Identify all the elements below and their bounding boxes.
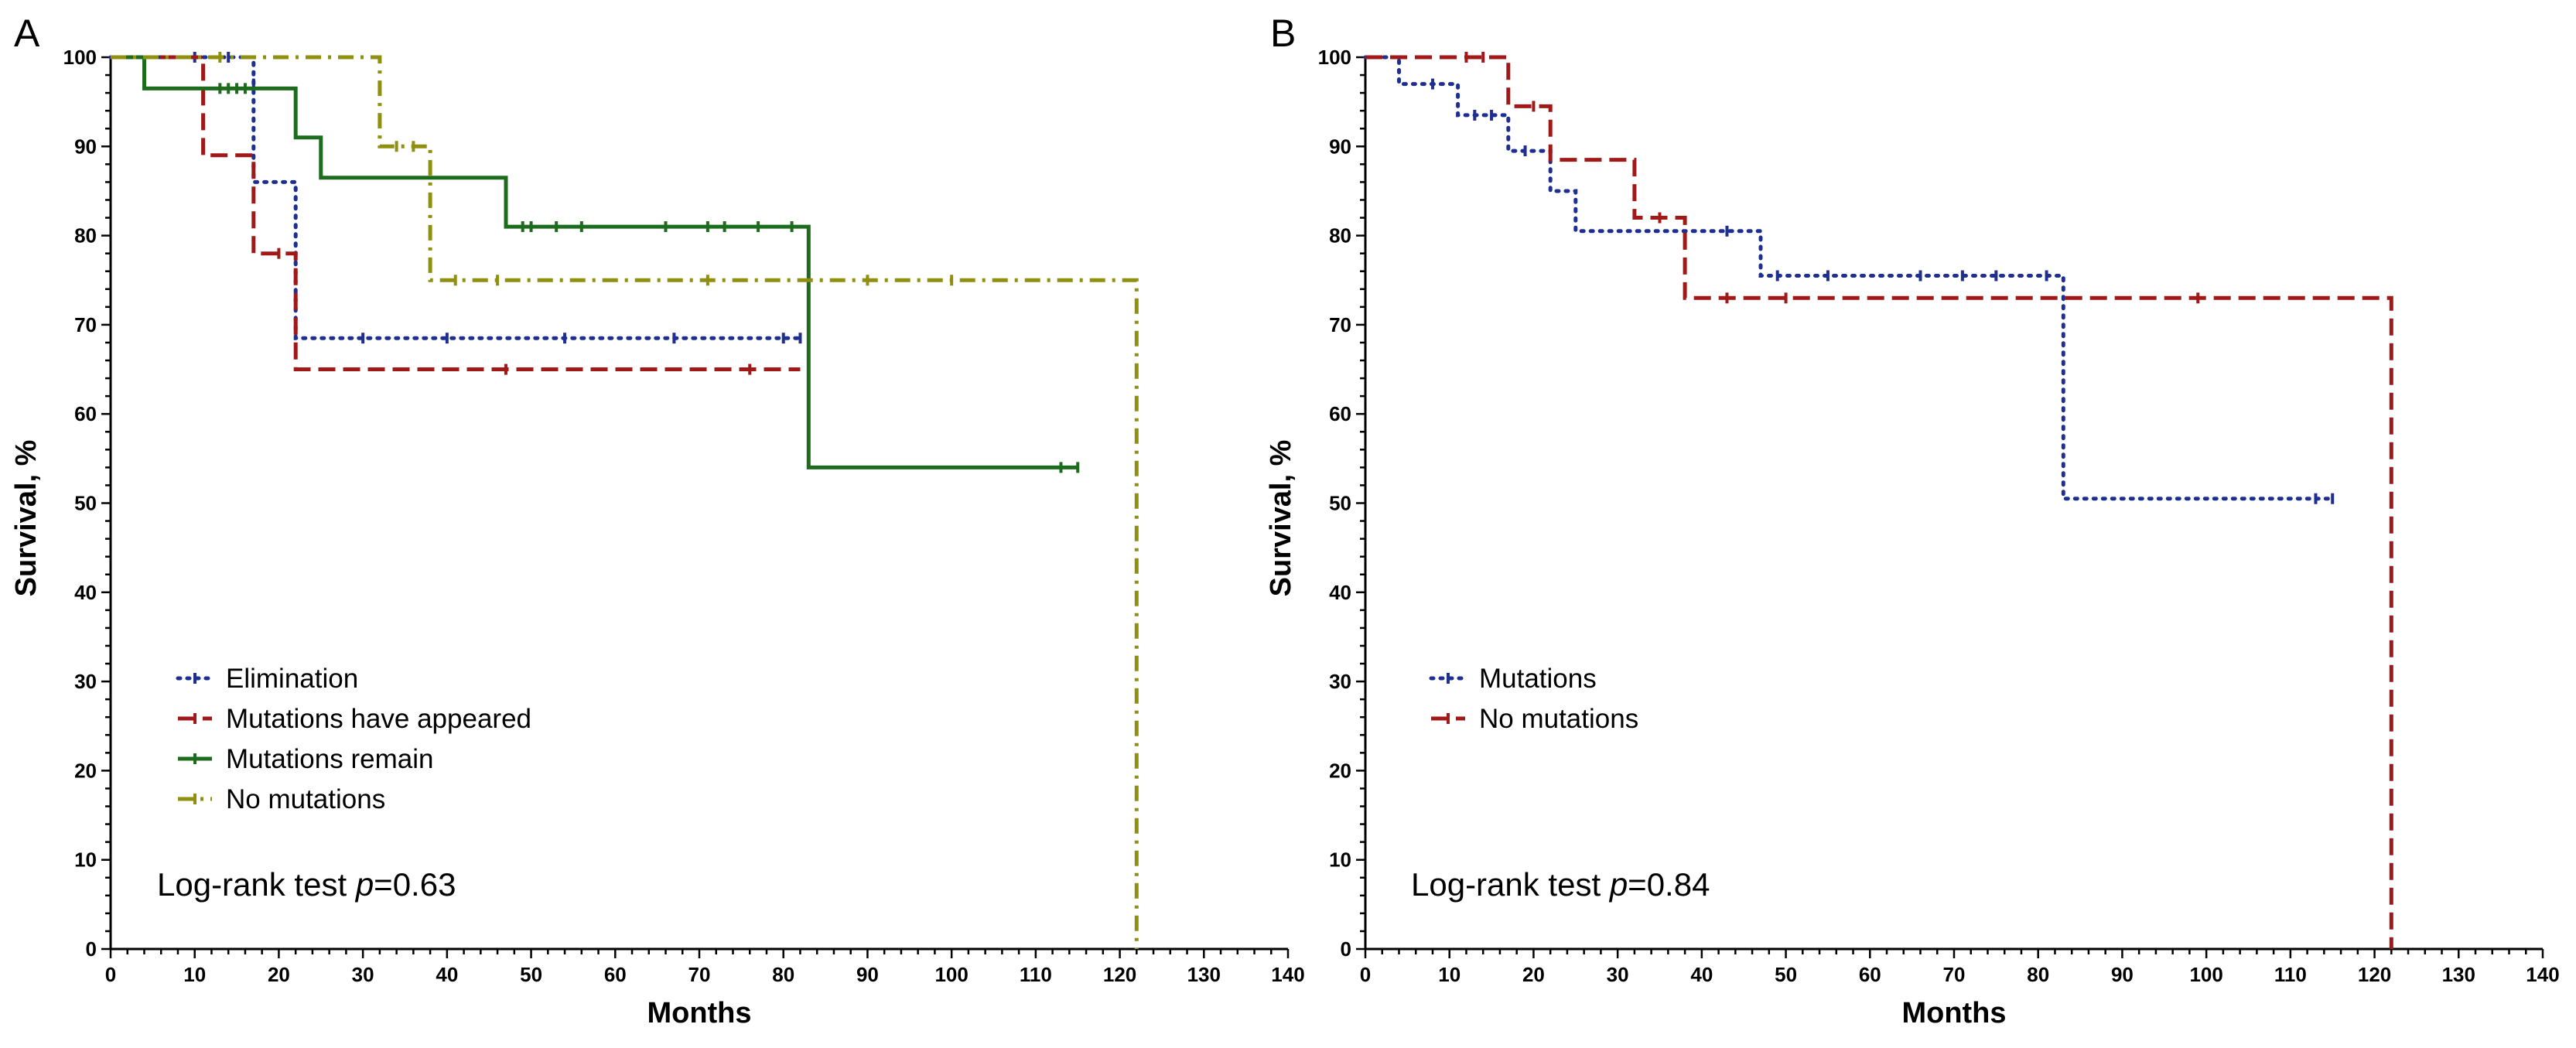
panel-b-x-tick-label: 30 (1607, 963, 1629, 986)
panel-b-x-tick-label: 110 (2274, 963, 2307, 986)
panel-b-x-tick-label: 0 (1360, 963, 1371, 986)
panel-label-b: B (1270, 12, 1296, 55)
panel-a-x-tick-label: 40 (436, 963, 458, 986)
panel-a-y-tick-label: 20 (74, 759, 97, 782)
panel-b-y-tick-label: 100 (1318, 46, 1351, 69)
panel-b-plot (1363, 52, 2393, 949)
panel-b-y-tick-label: 80 (1329, 224, 1351, 247)
panel-b-annotation-value: =0.84 (1628, 866, 1710, 903)
panel-b-annotation-p: p (1608, 866, 1628, 903)
panel-b-x-tick-label: 70 (1943, 963, 1966, 986)
panel-a-legend-item-elimination: Elimination (176, 664, 358, 694)
panel-a-series-no-mutations (111, 55, 1139, 949)
panel-b-x-tick-label: 130 (2442, 963, 2475, 986)
panel-a-x-tick-label: 20 (268, 963, 290, 986)
panel-b-y-tick-label: 30 (1329, 670, 1351, 693)
panel-a-legend-label: Mutations have appeared (226, 704, 531, 734)
panel-a-legend-item-no-mutations: No mutations (178, 784, 385, 814)
panel-a-y-tick-label: 40 (74, 581, 97, 604)
panel-a-x-tick-label: 30 (352, 963, 374, 986)
panel-a-legend-label: No mutations (226, 784, 385, 814)
panel-b-y-tick-label: 40 (1329, 581, 1351, 604)
panel-a-legend-label: Elimination (226, 664, 358, 694)
panel-a-x-axis-title: Months (647, 997, 751, 1029)
panel-b-legend-item-no-mutations: No mutations (1431, 704, 1638, 734)
panel-b-legend-item-mutations: Mutations (1429, 664, 1597, 694)
panel-a-x-tick-label: 80 (772, 963, 794, 986)
panel-a-x-tick-label: 90 (856, 963, 879, 986)
panel-a-legend-item-mutations-have-appeared: Mutations have appeared (178, 704, 531, 734)
panel-a-annotation-prefix: Log-rank test (157, 866, 356, 903)
panel-a-y-tick-label: 70 (74, 313, 97, 336)
panel-b-x-axis-title: Months (1901, 997, 2006, 1029)
panel-a-plot (108, 52, 1139, 949)
panel-a-y-tick-label: 100 (63, 46, 97, 69)
panel-b-legend: Mutations No mutations (1429, 664, 1638, 734)
panel-a-legend-label: Mutations remain (226, 744, 433, 774)
panel-b-axes: 0 10 20 30 40 50 60 70 80 90 100 110 120 130 140 0 10 20 3… (1318, 46, 2560, 986)
panel-a-annotation-value: =0.63 (374, 866, 456, 903)
panel-b-x-tick-label: 100 (2189, 963, 2222, 986)
panel-a-x-tick-label: 10 (183, 963, 206, 986)
panel-a-y-tick-label: 10 (74, 848, 97, 872)
panel-a-y-tick-label: 0 (86, 937, 97, 961)
panel-a-legend: Elimination Mutations have appeared Mutati… (176, 664, 531, 814)
panel-b-x-tick-label: 80 (2027, 963, 2049, 986)
panel-a-legend-item-mutations-remain: Mutations remain (178, 744, 433, 774)
panel-b-y-tick-label: 70 (1329, 313, 1351, 336)
panel-a-series-mutations-have-appeared (111, 55, 801, 371)
panel-b-series-no-mutations (1365, 55, 2393, 949)
panel-b-legend-label: No mutations (1479, 704, 1638, 734)
panel-a-series-mutations-remain (111, 55, 1078, 469)
panel-a-y-tick-label: 90 (74, 135, 97, 158)
panel-a-x-tick-label: 140 (1271, 963, 1304, 986)
panel-a-x-tick-label: 130 (1187, 963, 1221, 986)
panel-b-y-tick-label: 20 (1329, 759, 1351, 782)
panel-b-x-tick-label: 10 (1438, 963, 1461, 986)
panel-b-y-tick-label: 0 (1341, 937, 1351, 961)
panel-b-x-tick-label: 90 (2111, 963, 2134, 986)
panel-b-y-axis-title: Survival, % (1265, 440, 1297, 597)
panel-a-y-tick-label: 50 (74, 492, 97, 515)
panel-a-series-elimination (108, 55, 802, 340)
panel-b-y-tick-label: 90 (1329, 135, 1351, 158)
panel-b-x-tick-label: 60 (1859, 963, 1881, 986)
panel-b-x-tick-label: 50 (1775, 963, 1797, 986)
panel-label-a: A (14, 12, 40, 55)
panel-b-y-tick-label: 50 (1329, 492, 1351, 515)
panel-a-x-tick-label: 70 (688, 963, 711, 986)
panel-a-annotation-p: p (354, 866, 374, 903)
panel-a: A 0 10 20 30 40 50 60 70 80 90 100 110 120 130 140 0 10 2… (10, 12, 1305, 1029)
panel-b-annotation-prefix: Log-rank test (1411, 866, 1610, 903)
panel-b-x-tick-label: 120 (2358, 963, 2391, 986)
panel-b-series-mutations (1363, 55, 2335, 501)
panel-b-x-tick-label: 20 (1522, 963, 1545, 986)
panel-a-y-tick-label: 80 (74, 224, 97, 247)
panel-b-y-tick-label: 10 (1329, 848, 1351, 872)
panel-b-x-tick-label: 140 (2526, 963, 2559, 986)
panel-a-x-tick-label: 120 (1103, 963, 1136, 986)
panel-b-x-tick-label: 40 (1690, 963, 1713, 986)
panel-a-x-tick-label: 0 (105, 963, 116, 986)
panel-a-logrank-annotation: Log-rank test p=0.63 (157, 866, 456, 903)
panel-a-x-tick-label: 50 (520, 963, 542, 986)
panel-a-y-axis-title: Survival, % (10, 440, 43, 597)
panel-b-y-tick-label: 60 (1329, 402, 1351, 425)
panel-a-x-tick-label: 110 (1020, 963, 1052, 986)
panel-a-x-tick-label: 100 (934, 963, 968, 986)
panel-b-logrank-annotation: Log-rank test p=0.84 (1411, 866, 1710, 903)
panel-a-y-tick-label: 60 (74, 402, 97, 425)
panel-a-axes: 0 10 20 30 40 50 60 70 80 90 100 110 120 130 140 0 10 20 3… (63, 46, 1305, 986)
panel-b: B 0 10 20 30 40 50 60 70 80 90 100 110 120 130 140 0 10 2… (1265, 12, 2560, 1029)
panel-b-legend-label: Mutations (1479, 664, 1597, 694)
panel-a-y-tick-label: 30 (74, 670, 97, 693)
panel-a-x-tick-label: 60 (604, 963, 627, 986)
